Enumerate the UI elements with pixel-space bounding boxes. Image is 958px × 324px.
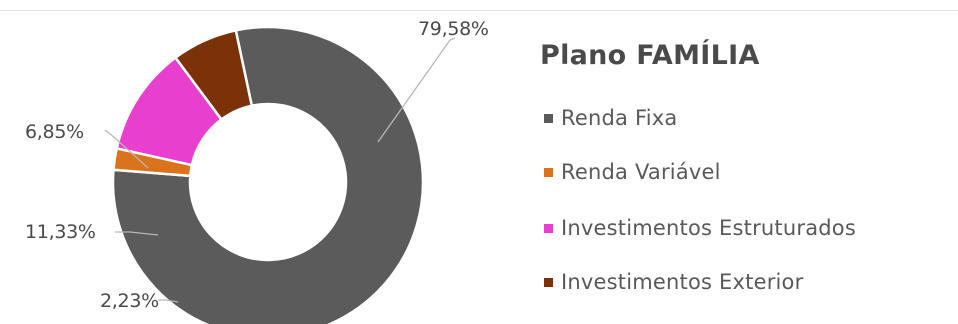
legend-swatch-investimentos-estruturados [544, 223, 553, 233]
top-divider [0, 10, 958, 11]
legend-item-investimentos-exterior: Investimentos Exterior [544, 267, 803, 297]
leader-line-investimentos-exterior [104, 129, 149, 169]
slice-investimentos-exterior [173, 28, 254, 122]
leader-line-investimentos-estruturados [115, 231, 159, 236]
legend-item-renda-fixa: Renda Fixa [544, 103, 677, 133]
legend-label: Renda Variável [561, 160, 721, 184]
legend-swatch-renda-variavel [544, 167, 553, 177]
donut-chart: 79,58% 2,23% 11,33% 6,85% [25, 18, 489, 324]
legend-item-investimentos-estruturados: Investimentos Estruturados [544, 213, 856, 243]
leader-line-renda-fixa [377, 37, 456, 143]
data-label-investimentos-estruturados: 11,33% [25, 221, 96, 243]
legend-item-renda-variavel: Renda Variável [544, 157, 721, 187]
chart-title: Plano FAMÍLIA [540, 40, 760, 71]
data-label-investimentos-exterior: 6,85% [25, 121, 84, 143]
legend-swatch-investimentos-exterior [544, 277, 553, 287]
legend-label: Investimentos Estruturados [561, 216, 856, 240]
data-label-renda-variavel: 2,23% [100, 290, 159, 312]
legend-swatch-renda-fixa [544, 113, 553, 123]
legend-label: Investimentos Exterior [561, 270, 804, 294]
legend-label: Renda Fixa [561, 106, 678, 130]
data-label-renda-fixa: 79,58% [418, 18, 489, 40]
leader-line-renda-variavel [158, 299, 179, 303]
slice-renda-fixa [111, 25, 425, 324]
